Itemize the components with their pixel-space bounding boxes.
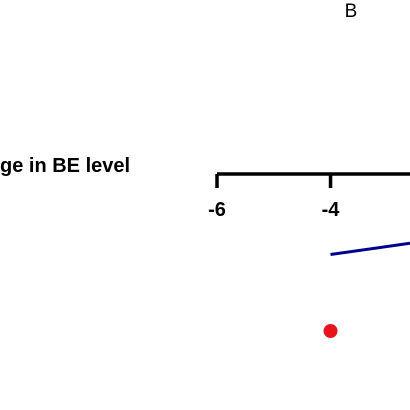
series-line xyxy=(330,241,410,256)
data-point xyxy=(323,324,338,338)
x-axis-label: ge in BE level xyxy=(0,155,130,177)
data-marks xyxy=(323,241,410,338)
panel-label: B xyxy=(345,1,358,22)
x-tick-label: -4 xyxy=(322,199,341,221)
x-tick-label: -6 xyxy=(208,199,226,221)
x-axis-ticks: -6 -4 xyxy=(208,174,340,221)
